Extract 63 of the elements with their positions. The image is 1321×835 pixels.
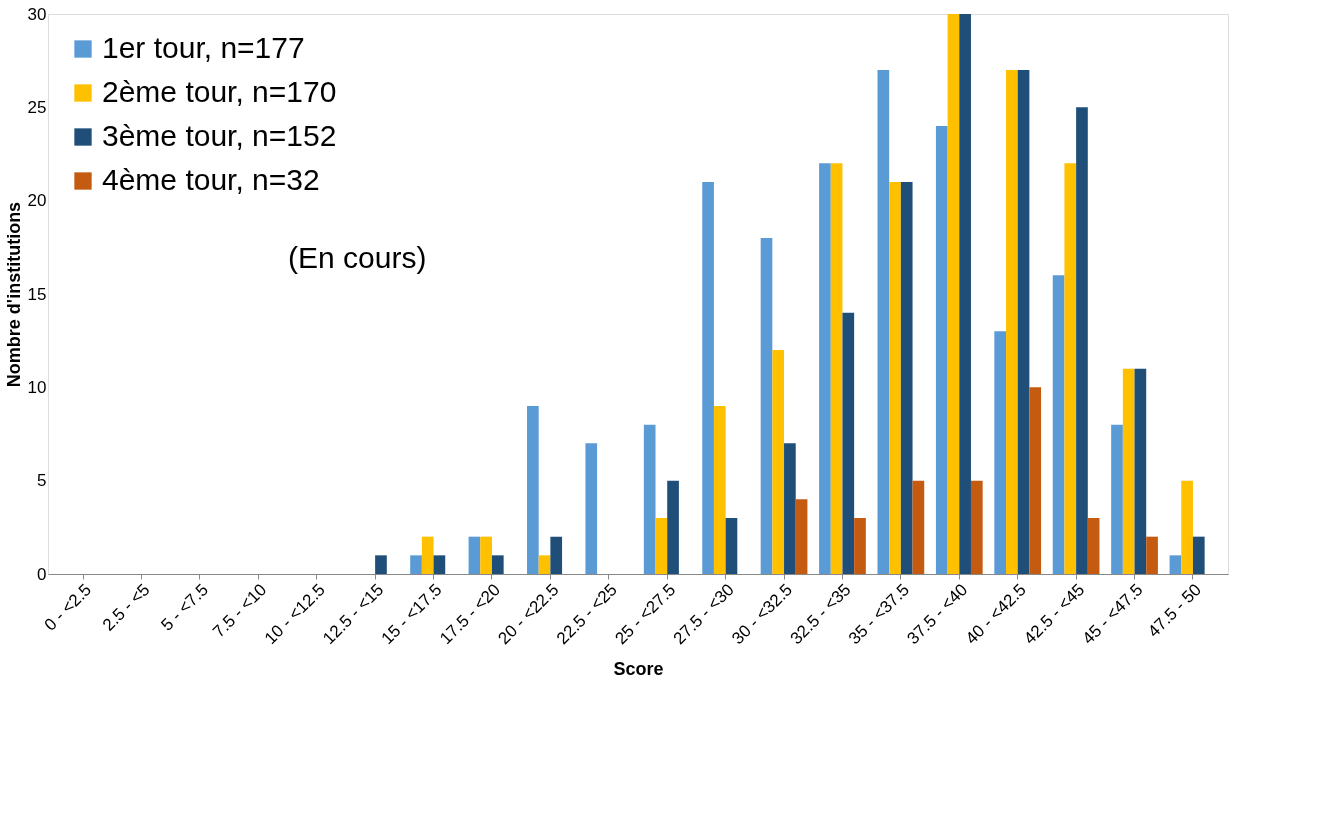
bar <box>410 555 422 574</box>
annotation: (En cours) <box>288 241 427 274</box>
bar <box>994 331 1007 574</box>
bar <box>1017 70 1030 574</box>
bar <box>900 182 913 574</box>
bar <box>585 443 598 574</box>
bar <box>527 406 539 574</box>
bar <box>468 536 481 574</box>
bar <box>854 518 866 574</box>
bar <box>421 536 434 574</box>
y-tick-label: 30 <box>27 4 47 24</box>
legend-label: 4ème tour, n=32 <box>102 163 320 196</box>
x-tick-label: 5 - <7.5 <box>157 580 212 635</box>
bar <box>877 70 890 574</box>
bar <box>643 424 656 574</box>
x-tick-label: 2.5 - <5 <box>98 580 154 635</box>
bar <box>1006 70 1018 574</box>
bar <box>819 163 831 574</box>
bar <box>1134 368 1147 574</box>
bar <box>1169 555 1182 574</box>
bar <box>1111 424 1123 574</box>
bar <box>1052 275 1065 574</box>
bar <box>480 536 492 574</box>
bar <box>725 518 738 574</box>
y-tick-label: 15 <box>27 284 47 304</box>
bar <box>375 555 387 574</box>
x-axis-title: Score <box>613 659 664 680</box>
bar <box>842 312 855 574</box>
bar <box>702 182 714 574</box>
legend-label: 1er tour, n=177 <box>102 31 305 64</box>
bar <box>1122 368 1135 574</box>
bar <box>1076 107 1088 574</box>
bar <box>889 182 901 574</box>
bar <box>947 14 960 574</box>
bar <box>538 555 551 574</box>
y-tick-label: 25 <box>27 97 47 117</box>
bar <box>959 14 971 574</box>
bar <box>433 555 446 574</box>
bar <box>667 480 679 574</box>
bar <box>1064 163 1077 574</box>
bar <box>713 406 726 574</box>
bar <box>1146 536 1158 574</box>
bar <box>795 499 808 574</box>
bar <box>912 480 925 574</box>
y-tick-label: 10 <box>27 377 47 397</box>
bar <box>655 518 668 574</box>
bar <box>1192 536 1205 574</box>
y-axis-title: Nombre d'institutions <box>3 201 24 388</box>
y-tick-label: 5 <box>37 471 47 491</box>
bar <box>970 480 983 574</box>
legend-label: 3ème tour, n=152 <box>102 119 337 152</box>
bar <box>784 443 796 574</box>
bar <box>1181 480 1193 574</box>
bar <box>830 163 843 574</box>
legend-label: 2ème tour, n=170 <box>102 75 337 108</box>
bar <box>550 536 563 574</box>
bar <box>1029 387 1042 574</box>
bar <box>772 350 785 574</box>
bar <box>935 126 948 574</box>
y-tick-label: 20 <box>27 191 47 211</box>
bar <box>760 238 773 574</box>
bar <box>491 555 504 574</box>
bar <box>1087 518 1100 574</box>
